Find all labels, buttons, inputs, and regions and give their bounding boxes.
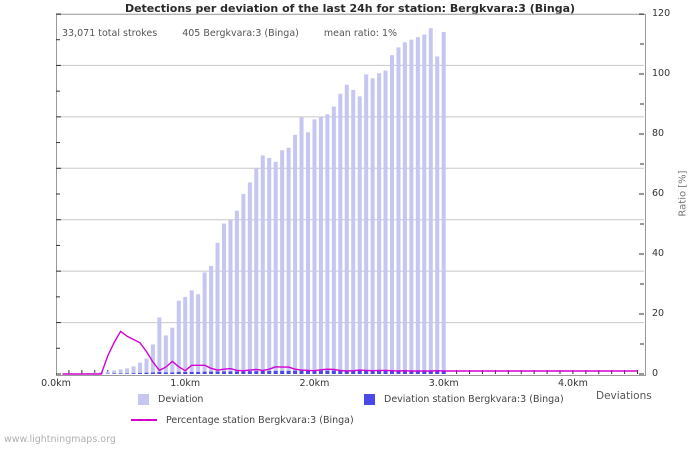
x-axis-tick-label: 0.0km bbox=[41, 378, 71, 389]
y-axis-right-tick-label: 20 bbox=[652, 308, 665, 319]
y-axis-right-tick-label: 80 bbox=[652, 128, 665, 139]
y-axis-right-tick-label: 120 bbox=[652, 8, 671, 19]
y-axis-right-label: Ratio [%] bbox=[677, 170, 689, 217]
legend-swatch-deviation bbox=[138, 393, 149, 405]
chart-title: Detections per deviation of the last 24h… bbox=[124, 2, 576, 15]
annotation-total-strokes: 33,071 total strokes bbox=[62, 28, 158, 39]
gridlines bbox=[56, 13, 644, 324]
deviation-bars bbox=[86, 28, 446, 375]
chart-legend: Deviation Deviation station Bergkvara:3 … bbox=[0, 392, 700, 432]
station-deviation-bars bbox=[86, 370, 446, 374]
x-axis-tick-label: 4.0km bbox=[557, 378, 588, 389]
legend-item-percentage[interactable]: Percentage station Bergkvara:3 (Binga) bbox=[131, 413, 354, 427]
percentage-line bbox=[62, 330, 638, 375]
annotation-station-strokes: 405 Bergkvara:3 (Binga) bbox=[182, 28, 299, 39]
plot-svg bbox=[56, 13, 644, 375]
y-axis-right-tick-label: 100 bbox=[652, 68, 671, 79]
legend-label-deviation: Deviation bbox=[158, 393, 204, 405]
x-axis-tick-label: 1.0km bbox=[170, 378, 201, 389]
legend-item-station-deviation[interactable]: Deviation station Bergkvara:3 (Binga) bbox=[364, 392, 564, 406]
y-axis-right-tick-label: 0 bbox=[652, 368, 659, 379]
y-axis-right-tick-label: 60 bbox=[652, 188, 665, 199]
plot-area bbox=[56, 14, 646, 376]
legend-line-percentage bbox=[131, 419, 157, 421]
x-axis-tick-label: 3.0km bbox=[428, 378, 459, 389]
y-axis-right-tick-label: 40 bbox=[652, 248, 665, 259]
legend-item-deviation[interactable]: Deviation bbox=[138, 392, 203, 406]
legend-label-percentage: Percentage station Bergkvara:3 (Binga) bbox=[166, 414, 354, 426]
legend-label-station-deviation: Deviation station Bergkvara:3 (Binga) bbox=[384, 393, 564, 405]
annotation-mean-ratio: mean ratio: 1% bbox=[323, 28, 398, 39]
chart-annotations: 33,071 total strokes 405 Bergkvara:3 (Bi… bbox=[62, 28, 419, 39]
watermark: www.lightningmaps.org bbox=[4, 434, 116, 445]
y-axis-tick-marks bbox=[56, 13, 644, 375]
x-axis-label: Deviations bbox=[596, 390, 652, 402]
legend-swatch-station-deviation bbox=[364, 393, 375, 405]
x-axis-tick-label: 2.0km bbox=[299, 378, 330, 389]
